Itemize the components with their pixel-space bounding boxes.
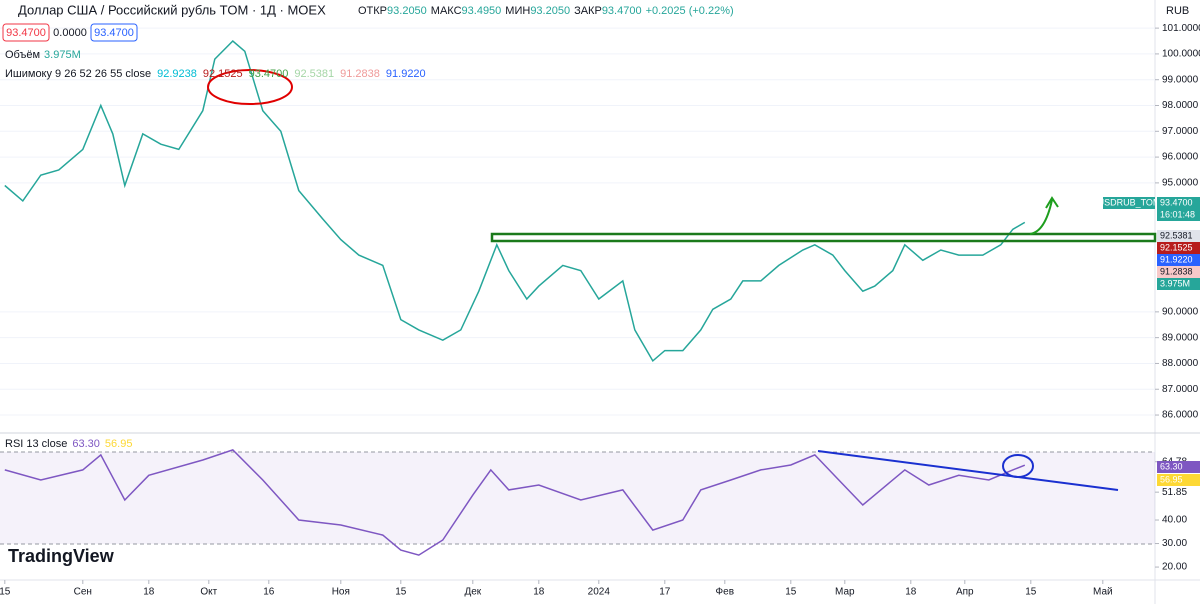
x-tick-label: Мар — [835, 587, 855, 598]
ohlc-value: 93.2050 — [387, 5, 427, 17]
price-badge — [1157, 197, 1200, 221]
legend-value: 56.95 — [105, 438, 133, 450]
rsi-band — [0, 452, 1155, 544]
price-badge — [1157, 278, 1200, 290]
price-badge — [1157, 474, 1200, 486]
ohlc-value: 93.2050 — [530, 5, 570, 17]
legend-label: RSI 13 close — [5, 438, 67, 450]
x-tick-label: 18 — [143, 587, 155, 598]
x-tick-label: 17 — [659, 587, 671, 598]
ellipse-drawing — [207, 69, 293, 105]
input-value: 0.0000 — [53, 27, 87, 39]
x-tick-label: 2024 — [588, 587, 611, 598]
y-tick-label: 98.0000 — [1162, 100, 1199, 111]
ohlc-label: ОТКР — [358, 5, 387, 17]
legend-value: 91.9220 — [386, 68, 426, 80]
y-tick-label: 97.0000 — [1162, 126, 1199, 137]
price-badge-text: 92.1525 — [1160, 242, 1193, 252]
y-tick-label: 40.00 — [1162, 515, 1187, 526]
y-tick-label: 89.0000 — [1162, 332, 1199, 343]
price-badge — [1157, 254, 1200, 266]
rsi-legend: RSI 13 close 63.30 56.95 — [5, 438, 132, 450]
price-badge — [1157, 461, 1200, 473]
arrow-drawing — [1029, 196, 1059, 235]
y-tick-label: 88.0000 — [1162, 358, 1199, 369]
ohlc-value: 93.4700 — [602, 5, 642, 17]
y-tick-label: 20.00 — [1162, 562, 1187, 573]
ohlc-value: 93.4950 — [462, 5, 502, 17]
price-badge-text: 56.95 — [1160, 474, 1183, 484]
ohlc-label: ЗАКР — [574, 5, 602, 17]
y-tick-label: 101.0000 — [1162, 23, 1200, 34]
legend-value: 63.30 — [72, 438, 100, 450]
y-tick-label: 96.0000 — [1162, 152, 1199, 163]
symbol-badge — [1103, 197, 1155, 209]
ohlc-label: МИН — [505, 5, 530, 17]
rsi-circle — [1002, 454, 1034, 478]
legend-value: 3.975M — [44, 49, 81, 61]
y-tick-label: 30.00 — [1162, 538, 1187, 549]
series-line — [4, 39, 1026, 363]
input-box[interactable] — [90, 23, 138, 42]
legend-value: 91.2838 — [340, 68, 380, 80]
x-tick-label: Окт — [200, 587, 217, 598]
ohlc: ОТКР93.2050 МАКС93.4950 МИН93.2050 ЗАКР93.4… — [358, 5, 734, 17]
price-badge-text: 91.2838 — [1160, 266, 1193, 276]
x-tick-label: 18 — [533, 587, 545, 598]
price-badge-text: 93.4700 — [1160, 197, 1193, 207]
x-tick-label: Ноя — [332, 587, 350, 598]
x-tick-label: 15 — [1025, 587, 1037, 598]
change: +0.2025 (+0.22%) — [646, 5, 734, 17]
logo: TradingView — [8, 546, 115, 566]
x-tick-label: 18 — [905, 587, 917, 598]
x-tick-label: Сен — [74, 587, 92, 598]
rsi-trendline — [817, 450, 1119, 491]
currency[interactable]: RUB — [1166, 5, 1189, 17]
legend-label: Ишимоку 9 26 52 26 55 close — [5, 68, 151, 80]
input-value: 93.4700 — [94, 27, 134, 39]
price-badge — [1157, 230, 1200, 242]
legend-value: 92.5381 — [294, 68, 334, 80]
plot: 101.0000 100.0000 99.0000 98.0000 97.0000 96.… — [0, 23, 1200, 598]
y-tick-label: 95.0000 — [1162, 178, 1199, 189]
symbol-badge-text: USDRUB_TOM — [1098, 197, 1161, 207]
series-line — [4, 449, 1026, 556]
x-tick-label: Май — [1093, 587, 1113, 598]
x-tick-label: 16 — [263, 587, 275, 598]
y-tick-label: 100.0000 — [1162, 49, 1200, 60]
price-badge — [1157, 242, 1200, 254]
x-tick-label: 15 — [0, 587, 11, 598]
price-badge-text: 3.975M — [1160, 278, 1190, 288]
y-tick-label: 51.85 — [1162, 487, 1187, 498]
x-tick-label: 15 — [395, 587, 407, 598]
y-tick-label: 87.0000 — [1162, 384, 1199, 395]
price-badge-text: 63.30 — [1160, 461, 1183, 471]
time-badge-text: 16:01:48 — [1160, 209, 1195, 219]
input-box[interactable] — [2, 23, 50, 42]
badges: USDRUB_TOM 93.4700 16:01:48 92.5381 92.15… — [1098, 197, 1200, 486]
y-tick-label: 86.0000 — [1162, 410, 1199, 421]
chart-title: Доллар США / Российский рубль TOM · 1Д ·… — [18, 2, 326, 17]
y-tick-label: 90.0000 — [1162, 307, 1199, 318]
ichimoku-legend: Ишимоку 9 26 52 26 55 close 92.9238 92.152… — [5, 68, 426, 80]
volume-legend: Объём 3.975M — [5, 49, 81, 61]
ohlc-label: МАКС — [431, 5, 462, 17]
x-tick-label: Апр — [956, 587, 974, 598]
legend-value: 93.4700 — [249, 68, 289, 80]
y-tick-label: 99.0000 — [1162, 74, 1199, 85]
x-tick-label: 15 — [785, 587, 797, 598]
support-zone — [490, 232, 1157, 243]
x-tick-label: Дек — [464, 587, 481, 598]
price-badge-text: 92.5381 — [1160, 230, 1193, 240]
price-badge-text: 91.9220 — [1160, 254, 1193, 264]
x-tick-label: Фев — [716, 587, 734, 598]
input-value: 93.4700 — [6, 27, 46, 39]
legend-label: Объём — [5, 49, 40, 61]
legend-value: 92.9238 — [157, 68, 197, 80]
price-badge — [1157, 266, 1200, 278]
legend-value: 92.1525 — [203, 68, 243, 80]
